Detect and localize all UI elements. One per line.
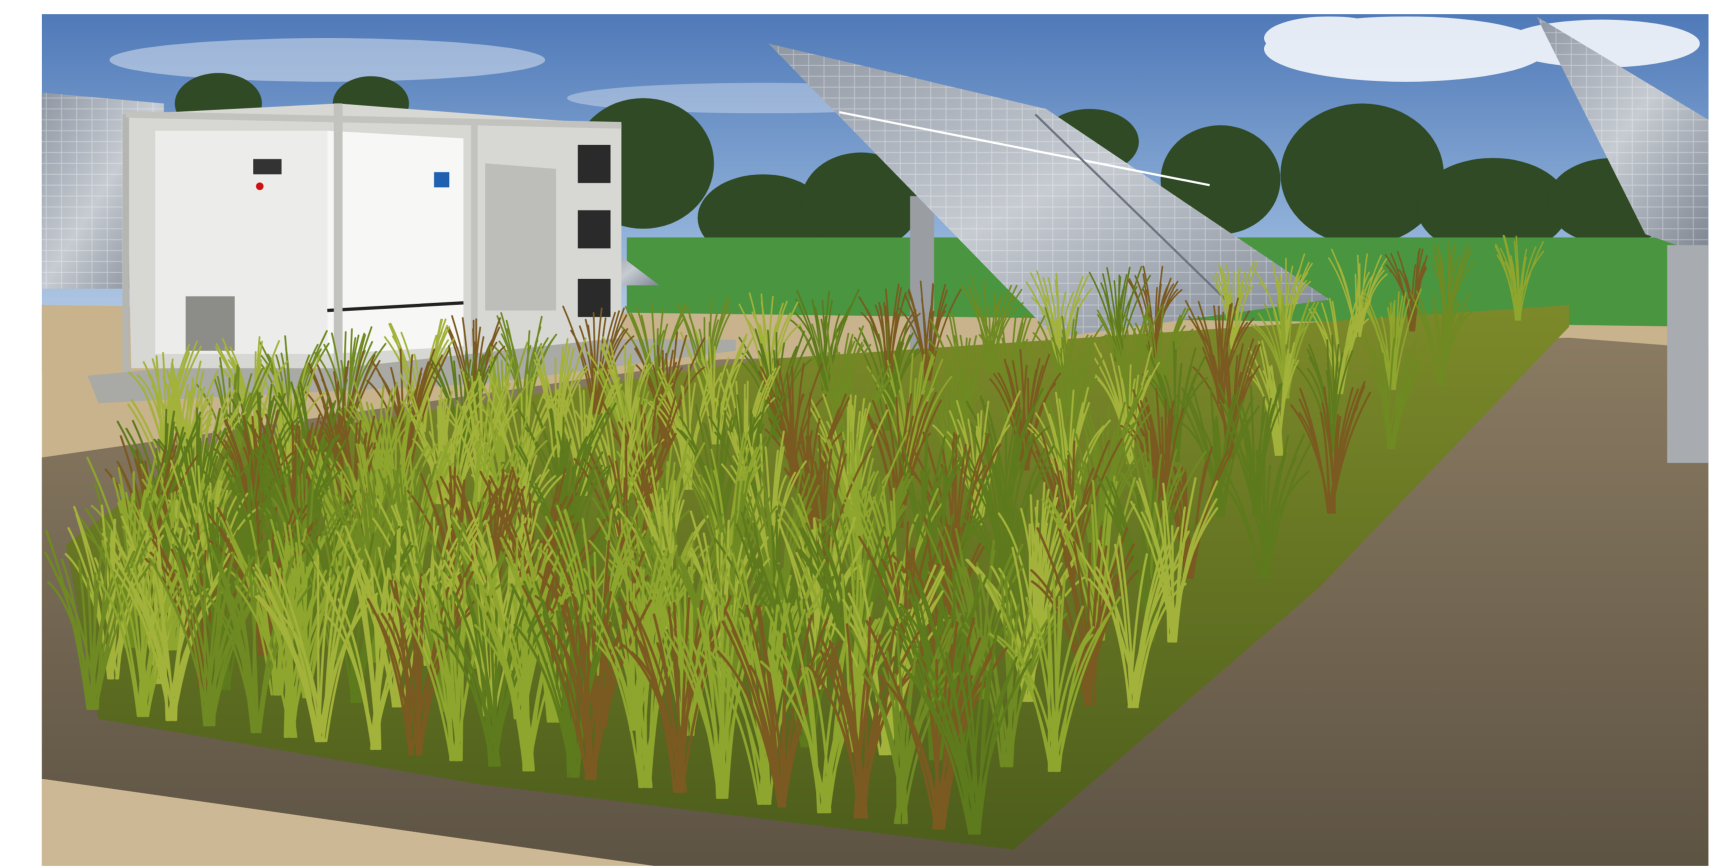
inverter-station: [122, 103, 622, 372]
grass-tuft: [1184, 297, 1255, 404]
panel-grid: [1536, 16, 1709, 256]
grass-tuft: [618, 594, 732, 794]
grass-tuft: [676, 397, 763, 534]
grass-tuft: [1328, 248, 1388, 338]
grass-tuft: [1079, 526, 1190, 709]
panel-post: [1667, 245, 1709, 463]
grass-tuft: [927, 312, 1001, 425]
grass-tuft: [866, 352, 953, 478]
grass-tuft: [899, 621, 1033, 835]
panel-highlight: [839, 111, 1210, 187]
grass-tuft: [1384, 247, 1428, 332]
sand-front: [41, 778, 655, 866]
grass-tuft: [521, 584, 653, 781]
grass-tuft: [1176, 382, 1260, 518]
grass-tuft: [112, 537, 231, 722]
grass-tuft: [1250, 294, 1320, 399]
grass-tuft: [1432, 240, 1475, 328]
grass-tuft: [806, 616, 921, 819]
grass-tuft: [1363, 333, 1432, 450]
grass-tuft: [254, 554, 379, 743]
grass-tuft: [850, 612, 963, 825]
grass-tuft: [1494, 234, 1545, 321]
grass-tuft: [1088, 265, 1151, 362]
grass-tuft: [910, 350, 987, 475]
grass-tuft: [1217, 382, 1283, 517]
grass-tuft: [1290, 380, 1372, 514]
panel-seam: [1034, 113, 1244, 317]
grass-tuft: [1209, 430, 1312, 579]
grass-tuft: [1409, 289, 1473, 386]
grass-tuft: [658, 593, 763, 799]
grass-tuft: [392, 567, 499, 762]
grass-tuft: [1096, 302, 1162, 412]
grass: [43, 234, 1545, 835]
grass-tuft: [1025, 270, 1093, 368]
